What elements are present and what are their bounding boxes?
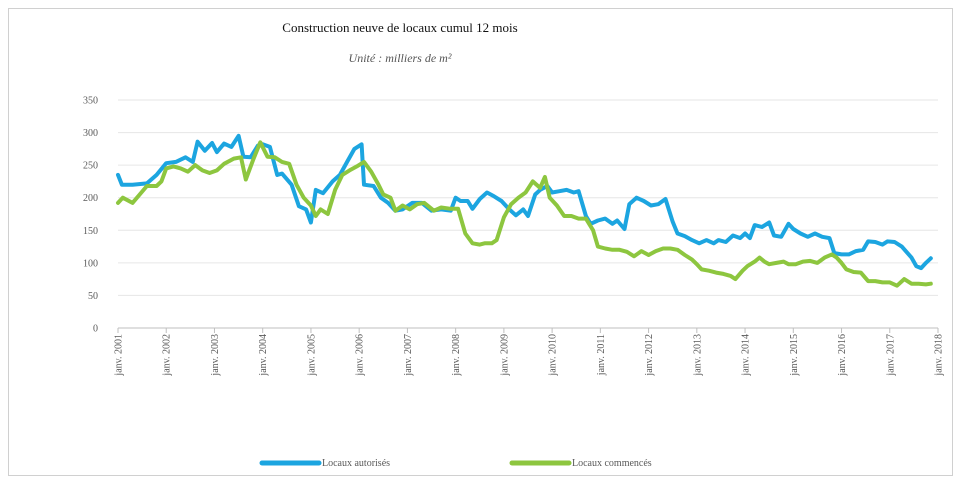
y-tick-label: 200 <box>83 193 98 204</box>
chart-frame <box>8 8 953 476</box>
y-tick-label: 50 <box>88 291 98 302</box>
x-tick-label: janv. 2008 <box>451 334 462 377</box>
x-tick-label: janv. 2013 <box>692 334 703 377</box>
x-tick-label: janv. 2010 <box>548 334 559 377</box>
x-tick-label: janv. 2017 <box>885 334 896 377</box>
x-tick-label: janv. 2003 <box>210 334 221 377</box>
x-tick-label: janv. 2011 <box>596 334 607 376</box>
x-tick-label: janv. 2001 <box>114 334 125 377</box>
x-tick-label: janv. 2015 <box>789 334 800 377</box>
x-tick-label: janv. 2007 <box>403 334 414 377</box>
chart-title: Construction neuve de locaux cumul 12 mo… <box>282 20 517 35</box>
y-tick-label: 100 <box>83 258 98 269</box>
y-tick-label: 150 <box>83 226 98 237</box>
x-tick-label: janv. 2004 <box>258 334 269 377</box>
x-tick-label: janv. 2016 <box>837 334 848 377</box>
legend-label: Locaux autorisés <box>322 458 390 469</box>
x-tick-label: janv. 2009 <box>499 334 510 377</box>
chart-subtitle: Unité : milliers de m² <box>349 51 452 65</box>
series-line-locaux-commenc-s <box>116 140 933 288</box>
y-tick-label: 0 <box>93 324 98 335</box>
x-tick-label: janv. 2014 <box>741 334 752 377</box>
y-tick-label: 300 <box>83 128 98 139</box>
x-tick-label: janv. 2005 <box>306 334 317 377</box>
y-tick-label: 350 <box>83 96 98 107</box>
x-tick-label: janv. 2018 <box>934 334 945 377</box>
x-tick-label: janv. 2006 <box>355 334 366 377</box>
x-tick-label: janv. 2002 <box>162 334 173 377</box>
x-tick-label: janv. 2012 <box>644 334 655 377</box>
y-tick-label: 250 <box>83 161 98 172</box>
legend-label: Locaux commencés <box>572 458 652 469</box>
